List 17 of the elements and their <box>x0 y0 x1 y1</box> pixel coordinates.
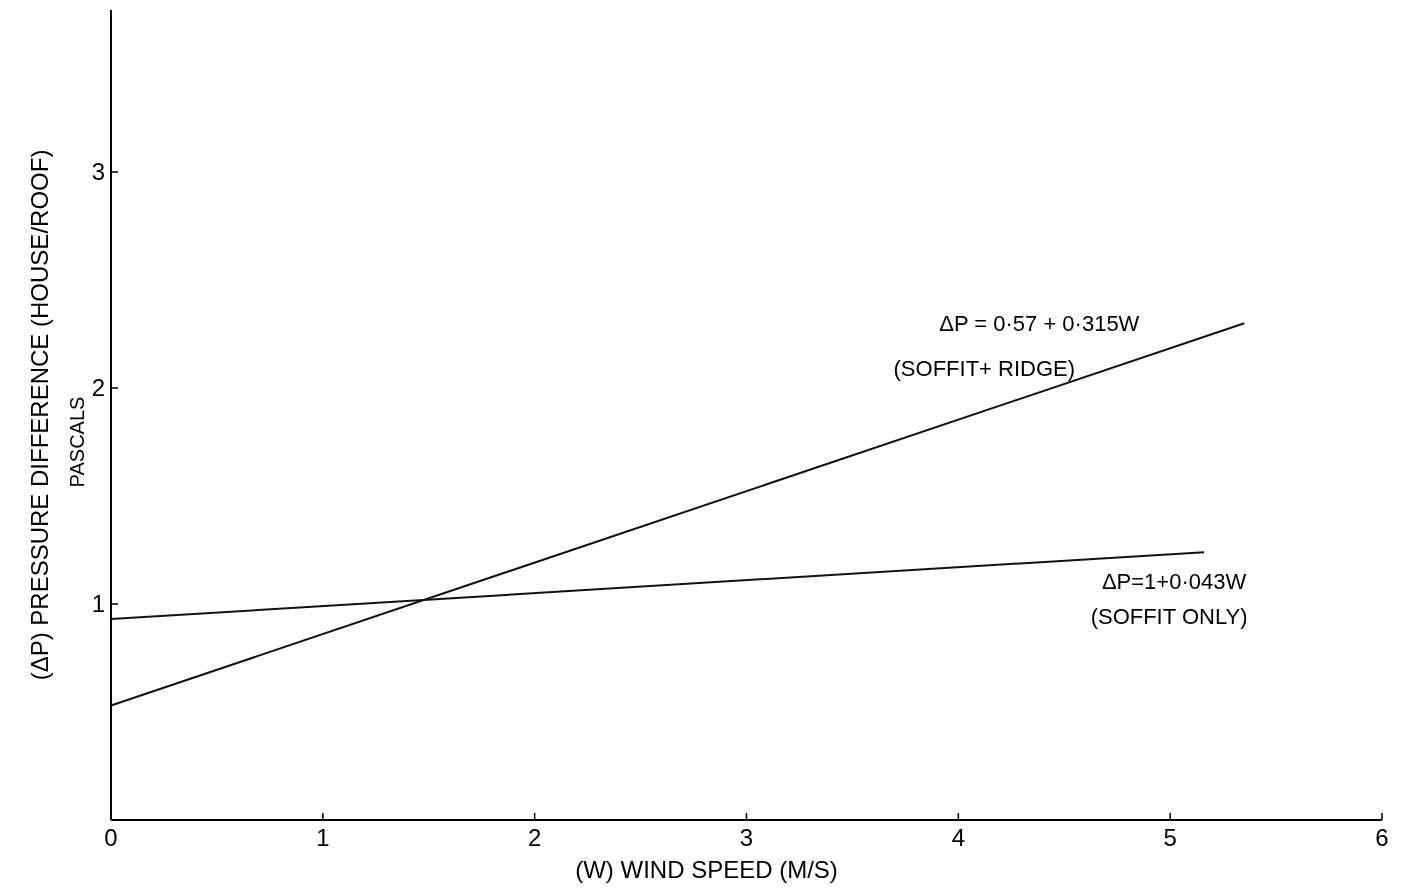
annotation: ΔP = 0·57 + 0·315W <box>939 310 1140 336</box>
y2-axis-title: PASCALS <box>66 396 88 488</box>
x-tick-label: 2 <box>527 824 542 851</box>
x-tick-label: 5 <box>1163 824 1177 851</box>
x-tick-label: 1 <box>316 824 330 851</box>
x-axis-title: (W) WIND SPEED (M/S) <box>575 856 838 883</box>
y-tick-label: 1 <box>91 590 105 618</box>
x-tick-label: 3 <box>739 824 754 851</box>
y-tick-label: 3 <box>91 158 105 186</box>
y-axis-title: (ΔP) PRESSURE DIFFERENCE (HOUSE/ROOF) <box>26 149 53 681</box>
x-tick-label: 4 <box>951 824 966 851</box>
annotation: (SOFFIT ONLY) <box>1090 603 1248 629</box>
annotation: (SOFFIT+ RIDGE) <box>893 355 1076 381</box>
x-tick-label: 6 <box>1375 824 1389 851</box>
x-tick-label: 0 <box>104 824 118 851</box>
annotation: ΔP=1+0·043W <box>1101 568 1247 594</box>
y-tick-label: 2 <box>91 374 105 402</box>
